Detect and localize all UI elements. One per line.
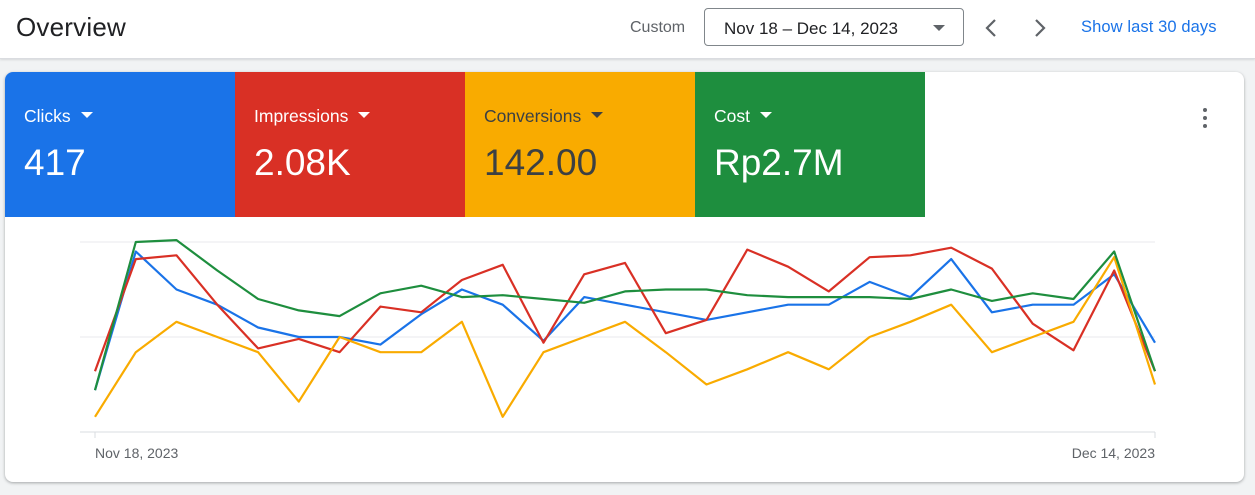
header-bar: Overview Custom Nov 18 – Dec 14, 2023 Sh… [0,0,1255,59]
chevron-right-icon [1035,19,1046,37]
previous-period-button[interactable] [976,12,1006,44]
next-period-button[interactable] [1025,12,1055,44]
x-tick-label-end: Dec 14, 2023 [1072,445,1155,461]
performance-line-chart: Nov 18, 2023 Dec 14, 2023 [80,239,1157,461]
series-line-1 [93,246,1157,372]
series-line-2 [94,256,1157,418]
metric-tile-clicks[interactable]: Clicks 417 [5,72,235,217]
dropdown-arrow-icon [80,112,93,119]
metric-value: Rp2.7M [714,142,844,183]
metric-tile-cost[interactable]: Cost Rp2.7M [695,72,925,217]
x-tick-label-start: Nov 18, 2023 [95,445,178,461]
metric-value: 417 [24,142,86,183]
metric-label: Clicks [24,106,93,127]
metric-tile-conversions[interactable]: Conversions 142.00 [465,72,695,217]
metric-value: 2.08K [254,142,351,183]
series-line-0 [93,250,1156,391]
dropdown-arrow-icon [933,25,945,31]
more-options-button[interactable] [1193,104,1217,132]
more-vert-icon [1203,108,1207,112]
series-line-3 [93,239,1157,391]
metric-label: Conversions [484,106,604,127]
metric-label: Cost [714,106,772,127]
date-range-value: Nov 18 – Dec 14, 2023 [724,19,898,38]
show-last-30-days-link[interactable]: Show last 30 days [1081,18,1217,36]
dropdown-arrow-icon [358,112,371,119]
dropdown-arrow-icon [591,112,604,119]
metric-tile-impressions[interactable]: Impressions 2.08K [235,72,465,217]
metric-value: 142.00 [484,142,598,183]
dropdown-arrow-icon [759,112,772,119]
metric-label: Impressions [254,106,371,127]
chevron-left-icon [985,19,996,37]
page-title: Overview [16,12,126,42]
performance-card: Clicks 417 Impressions 2.08K Conversions 142.… [5,72,1244,482]
date-range-type-label: Custom [630,19,686,36]
date-range-dropdown[interactable]: Nov 18 – Dec 14, 2023 [704,8,964,46]
